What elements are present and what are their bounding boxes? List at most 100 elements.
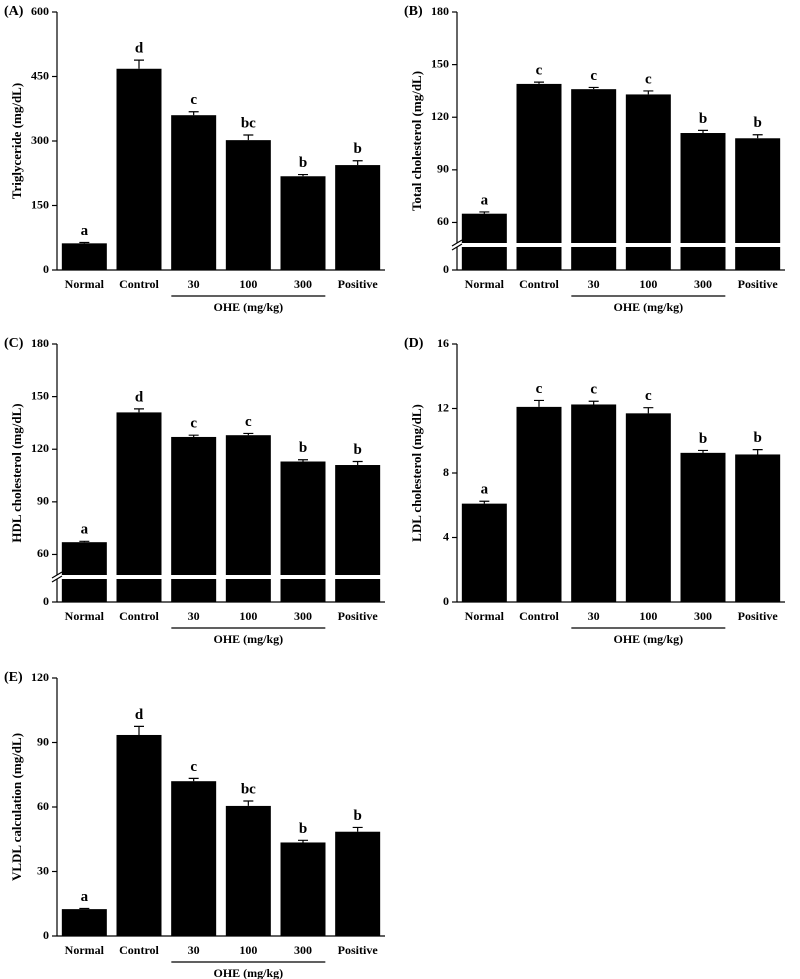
x-tick-label: 30 <box>188 277 200 291</box>
significance-letter: bc <box>241 781 256 797</box>
panel-label: (A) <box>4 4 24 19</box>
significance-letter: b <box>699 111 707 127</box>
significance-letter: c <box>645 71 652 87</box>
x-tick-label: Control <box>519 609 559 623</box>
bar <box>171 115 217 270</box>
axis-break <box>451 243 785 247</box>
error-bar <box>79 241 90 244</box>
x-tick-label: 100 <box>639 277 657 291</box>
bar <box>335 831 381 936</box>
y-tick-label: 0 <box>43 594 49 608</box>
significance-letter: c <box>190 92 197 108</box>
bar <box>116 68 162 270</box>
x-tick-label: Positive <box>338 609 379 623</box>
error-bar <box>188 434 199 437</box>
error-bar <box>352 160 363 166</box>
y-tick-label: 16 <box>437 336 449 350</box>
bar <box>516 83 562 271</box>
y-tick-label: 0 <box>443 262 449 276</box>
panel-label: (C) <box>4 336 24 351</box>
y-tick-label: 180 <box>431 4 449 18</box>
y-tick-label: 60 <box>437 214 449 228</box>
bar <box>735 138 781 270</box>
significance-letter: b <box>353 808 361 824</box>
y-axis-label: Total cholesterol (mg/dL) <box>409 71 424 211</box>
significance-letter: c <box>590 382 597 398</box>
significance-letter: b <box>299 440 307 456</box>
error-bar <box>479 500 490 504</box>
significance-letter: a <box>81 223 89 239</box>
significance-letter: d <box>135 389 144 405</box>
x-tick-label: Normal <box>65 277 105 291</box>
group-label: OHE (mg/kg) <box>213 632 283 646</box>
y-axis-label: LDL cholesterol (mg/dL) <box>409 404 424 542</box>
bar <box>571 404 617 602</box>
error-bar <box>134 725 144 735</box>
bar <box>516 406 562 602</box>
x-tick-label: Control <box>119 943 159 957</box>
y-axis-label: VLDL calculation (mg/dL) <box>9 733 24 881</box>
error-bar <box>243 800 254 806</box>
axis-break <box>51 575 385 579</box>
significance-letter: a <box>481 192 489 208</box>
x-tick-label: 100 <box>239 277 257 291</box>
x-tick-label: 300 <box>294 277 312 291</box>
y-tick-label: 0 <box>43 928 49 942</box>
bar <box>280 176 326 270</box>
x-tick-label: Control <box>119 609 159 623</box>
y-tick-label: 0 <box>443 594 449 608</box>
y-tick-label: 150 <box>31 197 49 211</box>
x-tick-label: Normal <box>65 609 105 623</box>
panel: (E) VLDL calculation (mg/dL) 0 30 60 90 120 a No… <box>4 670 385 979</box>
y-tick-label: 300 <box>31 133 49 147</box>
y-tick-label: 8 <box>443 465 449 479</box>
significance-letter: d <box>135 41 144 57</box>
error-bar <box>243 432 254 436</box>
error-bar <box>752 134 763 139</box>
x-tick-label: Positive <box>738 277 779 291</box>
x-tick-label: Positive <box>738 609 779 623</box>
y-tick-label: 150 <box>31 388 49 402</box>
bar <box>625 94 671 270</box>
group-label: OHE (mg/kg) <box>613 632 683 646</box>
bar <box>335 165 381 270</box>
x-tick-label: Control <box>119 277 159 291</box>
y-tick-label: 90 <box>37 494 49 508</box>
y-tick-label: 0 <box>43 262 49 276</box>
y-tick-label: 60 <box>37 546 49 560</box>
error-bar <box>752 449 763 455</box>
y-axis-label: HDL cholesterol (mg/dL) <box>9 403 24 542</box>
y-tick-label: 120 <box>431 109 449 123</box>
bar <box>280 461 326 602</box>
y-tick-label: 450 <box>31 68 49 82</box>
y-tick-label: 90 <box>437 162 449 176</box>
y-tick-label: 120 <box>31 670 49 684</box>
significance-letter: b <box>699 431 707 447</box>
bar <box>171 781 217 936</box>
x-tick-label: 300 <box>294 609 312 623</box>
significance-letter: c <box>536 381 543 397</box>
y-tick-label: 150 <box>431 56 449 70</box>
bar <box>225 140 271 270</box>
axis-break-mark <box>451 239 463 251</box>
panel: (C) HDL cholesterol (mg/dL) 0 60 90 120 150 180… <box>4 336 385 646</box>
bar <box>461 213 507 270</box>
error-bar <box>534 399 544 407</box>
bar <box>61 243 107 270</box>
panel-label: (B) <box>404 4 423 19</box>
panel-label: (D) <box>404 336 424 351</box>
error-bar <box>534 81 544 84</box>
bar <box>225 435 271 602</box>
panel: (D) LDL cholesterol (mg/dL) 0 4 8 12 16 a Normal… <box>404 336 785 646</box>
x-tick-label: 100 <box>239 943 257 957</box>
x-tick-label: 30 <box>588 277 600 291</box>
bar <box>680 452 726 602</box>
x-tick-label: Normal <box>465 609 505 623</box>
significance-letter: a <box>81 889 89 905</box>
significance-letter: c <box>536 63 543 79</box>
y-tick-label: 30 <box>37 863 49 877</box>
significance-letter: b <box>753 430 761 446</box>
error-bar <box>188 777 199 782</box>
bar <box>225 805 271 936</box>
panel: (B) Total cholesterol (mg/dL) 0 60 90 120 150 1… <box>404 4 785 314</box>
